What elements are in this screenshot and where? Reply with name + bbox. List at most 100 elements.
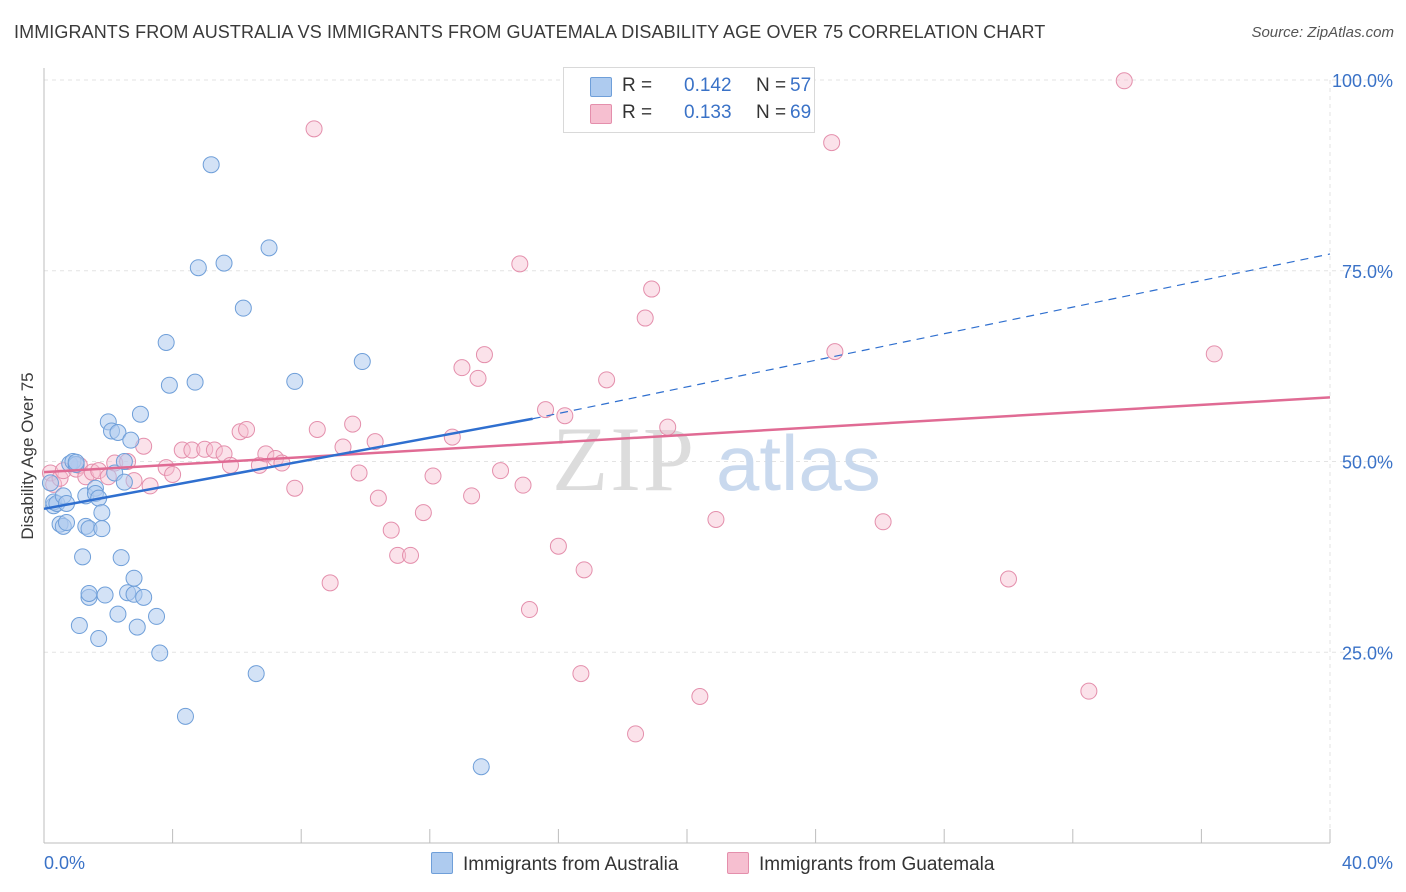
data-point-guatemala — [549, 537, 567, 555]
data-point-guatemala — [874, 513, 892, 531]
y-tick-label: 25.0% — [1342, 643, 1393, 663]
legend-r-value: 0.133 — [684, 102, 732, 123]
data-point-guatemala — [344, 415, 362, 433]
data-point-guatemala — [238, 420, 256, 438]
data-point-australia — [93, 520, 111, 538]
data-point-australia — [67, 453, 85, 471]
data-point-australia — [186, 373, 204, 391]
data-point-guatemala — [1000, 570, 1017, 588]
data-point-australia — [234, 299, 252, 317]
data-point-australia — [109, 605, 127, 623]
legend-r-value: 0.142 — [684, 75, 732, 96]
bottom-legend-label-guatemala: Immigrants from Guatemala — [759, 854, 995, 875]
data-point-guatemala — [707, 510, 725, 528]
data-point-guatemala — [321, 574, 339, 592]
data-point-guatemala — [231, 423, 249, 441]
data-point-australia — [112, 549, 130, 567]
data-point-guatemala — [389, 546, 407, 564]
data-point-guatemala — [514, 476, 532, 494]
data-point-guatemala — [469, 369, 487, 387]
legend-n-label: N = — [756, 102, 787, 123]
data-point-australia — [115, 453, 133, 470]
data-point-guatemala — [205, 441, 223, 459]
data-point-australia — [58, 514, 76, 532]
data-point-guatemala — [369, 489, 387, 507]
x-tick-label: 40.0% — [1342, 853, 1393, 873]
series-australia-points — [41, 156, 490, 776]
watermark-zip: ZIP — [552, 408, 696, 510]
data-point-guatemala — [643, 280, 661, 298]
data-point-guatemala — [572, 665, 590, 683]
data-point-guatemala — [636, 309, 654, 327]
data-point-guatemala — [453, 359, 471, 377]
y-tick-label: 75.0% — [1342, 262, 1393, 282]
data-point-australia — [260, 239, 278, 257]
data-point-guatemala — [221, 456, 239, 474]
watermark: ZIP atlas — [552, 408, 881, 510]
data-point-australia — [131, 405, 149, 423]
source-label: Source: ZipAtlas.com — [1251, 24, 1394, 41]
data-point-guatemala — [598, 371, 616, 389]
data-point-guatemala — [414, 504, 432, 522]
legend: R = 0.142 N = 57 R = 0.133 N = 69 — [563, 67, 815, 133]
data-point-guatemala — [350, 464, 368, 482]
data-point-guatemala — [492, 462, 510, 480]
data-point-australia — [151, 644, 169, 662]
legend-n-value: 57 — [790, 75, 812, 96]
data-point-australia — [286, 372, 304, 390]
data-point-guatemala — [659, 418, 677, 436]
y-tick-labels: 25.0% 50.0% 75.0% 100.0% — [1332, 71, 1393, 663]
data-point-guatemala — [575, 561, 593, 579]
data-point-guatemala — [305, 120, 323, 138]
data-point-australia — [215, 254, 233, 272]
data-point-guatemala — [402, 546, 420, 564]
legend-r-label: R = — [622, 102, 653, 123]
data-point-guatemala — [537, 401, 555, 419]
data-point-guatemala — [1080, 682, 1098, 700]
data-point-australia — [115, 473, 133, 491]
data-point-australia — [122, 431, 140, 449]
trend-line-australia — [43, 417, 533, 511]
data-point-guatemala — [173, 441, 191, 459]
bottom-legend-swatch-australia — [431, 852, 453, 874]
data-point-australia — [70, 617, 88, 635]
trend-line-guatemala — [43, 396, 1331, 474]
data-point-guatemala — [382, 521, 400, 539]
data-point-guatemala — [556, 407, 574, 425]
data-point-australia — [41, 474, 59, 492]
trend-line-australia-extension — [532, 253, 1331, 420]
legend-swatch-australia — [590, 77, 612, 97]
data-point-guatemala — [475, 346, 493, 364]
data-point-australia — [96, 586, 114, 604]
series-guatemala-points — [41, 71, 1223, 743]
legend-n-value: 69 — [790, 102, 812, 123]
data-point-australia — [157, 333, 175, 351]
bottom-legend-australia: Immigrants from Australia — [431, 852, 678, 876]
data-point-australia — [189, 259, 207, 277]
bottom-legend-label-australia: Immigrants from Australia — [463, 854, 679, 875]
data-point-australia — [176, 707, 194, 725]
y-tick-label: 100.0% — [1332, 71, 1393, 91]
data-point-guatemala — [164, 465, 182, 483]
data-point-guatemala — [691, 688, 709, 706]
data-point-guatemala — [627, 725, 645, 743]
data-point-australia — [109, 424, 127, 442]
data-point-guatemala — [826, 343, 844, 361]
watermark-atlas: atlas — [716, 419, 881, 507]
data-point-guatemala — [823, 134, 841, 152]
data-point-australia — [353, 353, 371, 371]
data-point-guatemala — [308, 420, 326, 438]
data-point-australia — [160, 376, 178, 394]
trend-lines — [43, 253, 1331, 511]
y-tick-label: 50.0% — [1342, 453, 1393, 473]
legend-swatch-guatemala — [590, 104, 612, 124]
data-point-australia — [93, 504, 111, 522]
axes — [43, 68, 1331, 844]
data-point-guatemala — [1205, 345, 1223, 363]
data-point-guatemala — [424, 467, 442, 485]
data-point-guatemala — [463, 487, 481, 505]
data-point-guatemala — [520, 601, 538, 619]
data-point-australia — [148, 607, 166, 625]
chart-title: IMMIGRANTS FROM AUSTRALIA VS IMMIGRANTS … — [14, 22, 1046, 42]
